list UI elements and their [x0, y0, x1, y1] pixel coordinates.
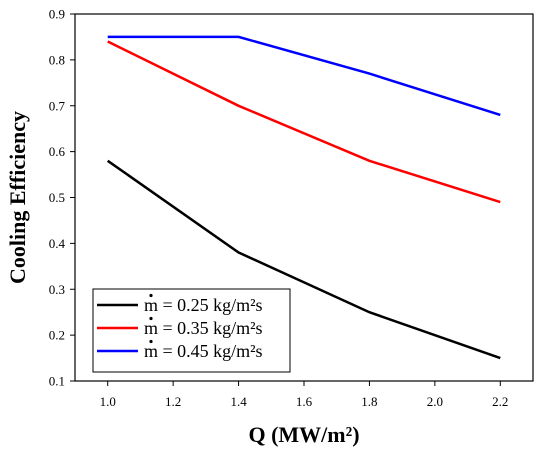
y-axis-title: Cooling Efficiency — [5, 111, 30, 284]
series-line-3 — [107, 35, 501, 117]
x-tick-label: 1.0 — [100, 394, 116, 409]
x-tick-label: 1.4 — [230, 394, 247, 409]
legend: m = 0.25 kg/m²s m = 0.35 kg/m²s m = 0.45 k… — [92, 288, 291, 373]
legend-box — [92, 288, 291, 373]
y-tick-label: 0.2 — [49, 328, 65, 343]
x-axis-title: Q (MW/m²) — [248, 422, 359, 447]
x-tick-label: 1.2 — [165, 394, 181, 409]
legend-label-2: m = 0.35 kg/m²s — [144, 318, 263, 338]
x-tick-label: 2.0 — [427, 394, 443, 409]
series-line-2 — [107, 40, 501, 204]
legend-dot-accent — [149, 339, 153, 344]
legend-dot-accent — [149, 316, 153, 321]
y-tick-label: 0.9 — [49, 7, 65, 22]
y-tick-label: 0.1 — [49, 374, 65, 389]
y-tick-label: 0.7 — [49, 98, 66, 113]
y-tick-label: 0.5 — [49, 190, 65, 205]
y-tick-label: 0.3 — [49, 282, 65, 297]
y-tick-label: 0.4 — [49, 236, 66, 251]
x-tick-label: 2.2 — [492, 394, 508, 409]
legend-label-1: m = 0.25 kg/m²s — [144, 295, 263, 315]
y-tick-label: 0.6 — [49, 144, 66, 159]
plot-frame — [74, 13, 534, 382]
y-axis-ticks: 0.1 0.2 0.3 0.4 0.5 0.6 0.7 0.8 0.9 — [49, 7, 75, 389]
y-tick-label: 0.8 — [49, 52, 65, 67]
legend-dot-accent — [149, 293, 153, 298]
x-tick-label: 1.8 — [361, 394, 377, 409]
legend-label-3: m = 0.45 kg/m²s — [144, 341, 263, 361]
x-axis-ticks: 1.0 1.2 1.4 1.6 1.8 2.0 2.2 — [100, 381, 508, 409]
series-line-1 — [106, 159, 501, 360]
x-tick-label: 1.6 — [296, 394, 313, 409]
series-lines — [106, 35, 501, 360]
